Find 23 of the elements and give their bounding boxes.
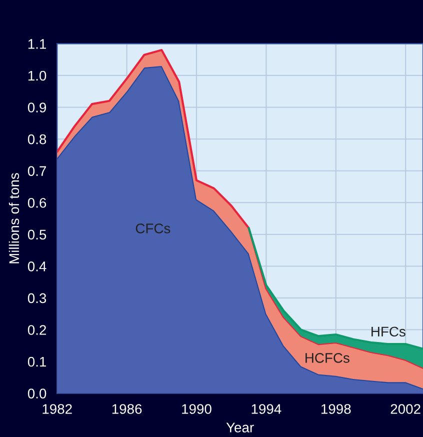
y-tick-label: 1.1 (28, 39, 46, 49)
y-tick-label: 0.7 (28, 166, 46, 176)
series-label: HFCs (372, 326, 406, 337)
series-label: HCFCs (306, 353, 350, 363)
y-axis-title: Millions of tons (8, 173, 20, 264)
y-tick-label: 0.6 (28, 198, 46, 208)
x-tick-label: 1994 (252, 404, 282, 414)
y-tick-label: 0.2 (28, 325, 46, 335)
y-tick-label: 0.9 (28, 102, 46, 112)
y-tick-label: 0.0 (28, 388, 46, 398)
x-tick-label: 1990 (182, 404, 212, 414)
y-tick-label: 0.5 (28, 230, 46, 240)
x-tick-label: 1986 (112, 404, 142, 414)
series-label: CFCs (136, 224, 170, 234)
y-tick-label: 0.8 (28, 134, 46, 144)
y-tick-label: 0.4 (28, 262, 46, 272)
x-tick-label: 1982 (42, 404, 72, 414)
y-tick-label: 1.0 (28, 70, 46, 81)
x-tick-label: 2002 (390, 404, 420, 414)
y-tick-label: 0.3 (28, 293, 46, 304)
y-tick-label: 0.1 (28, 356, 46, 367)
x-axis-title: Year (226, 422, 254, 432)
x-tick-label: 1998 (321, 404, 351, 414)
